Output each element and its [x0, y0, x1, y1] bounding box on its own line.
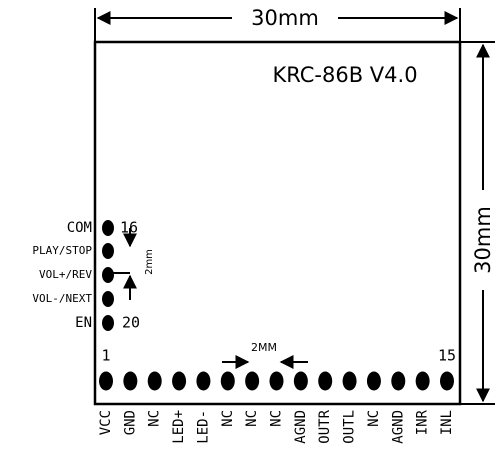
pin-label: LED+ [171, 410, 187, 444]
pin-label: NC [269, 410, 285, 427]
pin-pad [415, 371, 430, 391]
pin-pad [99, 371, 113, 391]
pin-label: EN [75, 315, 92, 331]
pin-pad [391, 371, 406, 391]
pin-pad [318, 371, 333, 391]
pin-number: 15 [438, 347, 456, 365]
pin-pad [102, 315, 114, 331]
pin-pad [102, 220, 114, 236]
width-label: 30mm [251, 6, 319, 30]
pin-label: GND [122, 410, 138, 435]
pin-pad [123, 371, 138, 391]
pin-pad [269, 371, 284, 391]
pin-pad [102, 291, 114, 307]
pin-label: OUTL [342, 410, 358, 444]
pin-number: 1 [101, 347, 110, 365]
module-title: KRC-86B V4.0 [272, 63, 417, 87]
pin-label: VCC [98, 410, 114, 435]
pin-number: 20 [122, 314, 140, 332]
pin-pad [293, 371, 308, 391]
pin-label: OUTR [317, 409, 333, 443]
pin-label: PLAY/STOP [32, 244, 92, 257]
pitch-label: 2mm [144, 249, 155, 275]
pin-pad [172, 371, 187, 391]
pin-pad [366, 371, 381, 391]
pin-pad [220, 371, 235, 391]
pin-pad [196, 371, 211, 391]
pin-label: NC [220, 410, 236, 427]
pin-number: 16 [120, 219, 138, 237]
pin-label: NC [147, 410, 163, 427]
pin-label: COM [67, 220, 92, 236]
pin-pad [102, 243, 114, 259]
pin-pad [102, 267, 114, 283]
pin-label: VOL+/REV [39, 268, 92, 281]
pin-pad [342, 371, 357, 391]
board-outline [93, 40, 462, 406]
pin-label: NC [244, 410, 260, 427]
pin-pad [440, 371, 454, 391]
pin-pad [245, 371, 260, 391]
pin-pad [147, 371, 162, 391]
pin-label: INR [415, 409, 431, 435]
pin-label: NC [366, 410, 382, 427]
height-label: 30mm [471, 206, 495, 274]
pin-label: AGND [293, 410, 309, 444]
pin-label: LED- [195, 410, 211, 444]
pin-label: INL [439, 410, 455, 435]
pin-label: VOL-/NEXT [32, 292, 92, 305]
pitch-label: 2MM [251, 341, 277, 354]
pin-label: AGND [390, 410, 406, 444]
